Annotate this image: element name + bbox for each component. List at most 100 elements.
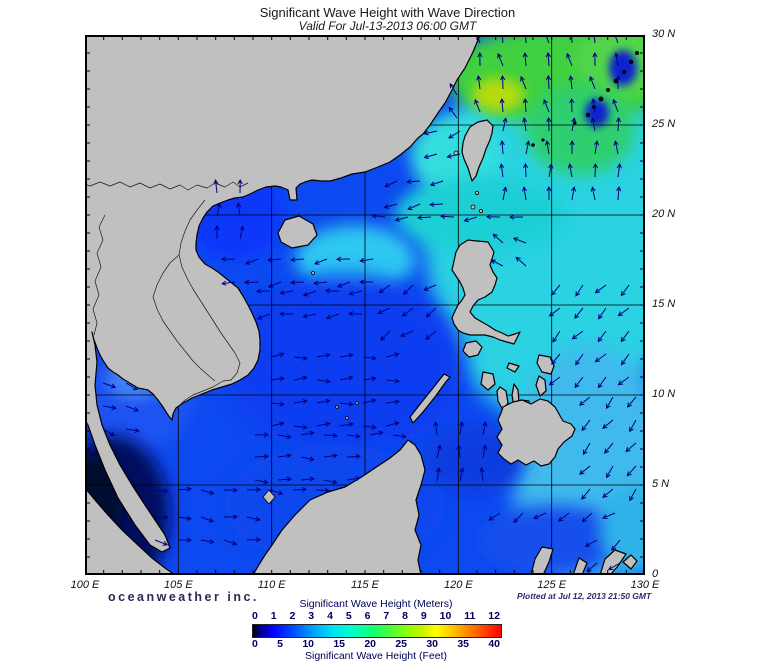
mindoro-island (462, 340, 483, 358)
arrows-taiwan-strait (423, 130, 461, 159)
degree-tick-marks (85, 35, 645, 575)
map-frame (85, 35, 645, 575)
feet-tick-0: 0 (252, 638, 258, 650)
meters-tick-11: 11 (464, 610, 476, 622)
valid-time-subtitle: Valid For Jul-13-2013 06:00 GMT (298, 19, 477, 33)
arrows-sulu-sea (433, 421, 488, 482)
lon-label-100e: 100 E (70, 579, 100, 591)
arrows-east-of-taiwan (499, 116, 622, 201)
arrows-gulf-of-tonkin (213, 178, 245, 240)
meters-tick-3: 3 (308, 610, 315, 622)
page-title: Significant Wave Height with Wave Direct… (259, 5, 516, 20)
wave-height-colorbar (252, 624, 502, 638)
arrows-south-scs-b (254, 453, 362, 485)
arrows-karimata-b (154, 514, 262, 546)
meters-tick-4: 4 (327, 610, 333, 622)
meters-tick-12: 12 (488, 610, 500, 622)
wavefield-celebes-east-cyan (600, 485, 645, 575)
panay-island (480, 371, 496, 391)
mainland-asia (85, 35, 481, 553)
sulawesi-arm-ne (599, 549, 627, 575)
natuna-island (262, 489, 276, 505)
oceanweather-brand: oceanweather inc. (108, 590, 259, 604)
borneo-island (252, 439, 426, 575)
lat-label-30n: 30 N (652, 28, 676, 40)
meters-tick-5: 5 (345, 610, 352, 622)
meters-tick-2: 2 (289, 610, 296, 622)
legend-title-meters: Significant Wave Height (Meters) (299, 598, 453, 610)
arrows-central-scs (270, 352, 400, 430)
arrows-east-of-sulawesi (584, 539, 621, 573)
lat-label-10n: 10 N (652, 388, 676, 400)
arrows-taiwan-strait-south (383, 179, 444, 211)
samar-island (536, 354, 555, 375)
meters-tick-8: 8 (402, 610, 408, 622)
meters-tick-9: 9 (420, 610, 427, 622)
lat-label-25n: 25 N (652, 118, 676, 130)
babuyan-island (470, 204, 476, 210)
spratly-island-3 (355, 401, 359, 405)
map-canvas (85, 35, 645, 575)
wavefield-ryukyu-shelter-south (585, 99, 609, 127)
babuyan-island-2 (478, 208, 483, 213)
lat-label-15n: 15 N (652, 298, 676, 310)
spratly-island-2 (345, 416, 349, 420)
batanes-island (474, 190, 479, 195)
mindanao-island (496, 398, 576, 467)
feet-tick-30: 30 (426, 638, 438, 650)
lon-label-105e: 105 E (163, 579, 193, 591)
arrows-fujian-coastal (448, 82, 458, 119)
lon-label-125e: 125 E (537, 579, 567, 591)
lon-label-120e: 120 E (443, 579, 473, 591)
border-vietnam-laos (178, 199, 241, 382)
lon-label-110e: 110 E (257, 579, 286, 591)
sumatra-island (85, 487, 176, 575)
feet-tick-35: 35 (457, 638, 469, 650)
arrows-east-of-north-luzon (490, 233, 527, 267)
taiwan-island (461, 119, 494, 182)
meters-tick-0: 0 (252, 610, 258, 622)
arrows-off-central-vietnam (255, 288, 363, 320)
palawan-island (409, 373, 451, 424)
arrows-karimata-a (154, 486, 331, 496)
leyte-island (535, 375, 547, 397)
arrows-south-scs-a (254, 430, 407, 440)
feet-tick-40: 40 (488, 638, 500, 650)
spratly-island (335, 405, 339, 409)
sulawesi-arm-west (530, 546, 554, 575)
feet-tick-10: 10 (302, 638, 314, 650)
arrows-east-of-mindanao (578, 396, 637, 502)
feet-tick-15: 15 (333, 638, 345, 650)
meters-tick-1: 1 (270, 610, 277, 622)
paracel-island (311, 271, 315, 275)
arrows-west-of-luzon (377, 284, 437, 341)
feet-tick-5: 5 (277, 638, 283, 650)
border-china-vietnam (85, 181, 249, 191)
lat-label-20n: 20 N (652, 208, 676, 220)
lat-label-0: 0 (652, 568, 659, 580)
wavefield-ryukyu-shelter-north (609, 50, 637, 86)
wavefield-south-china-sea-mid-blue (225, 275, 465, 455)
arrows-south-of-hainan (220, 256, 374, 288)
small-islands (262, 150, 483, 505)
lon-label-130e: 130 E (630, 579, 660, 591)
plotted-timestamp: Plotted at Jul 12, 2013 21:50 GMT (517, 591, 652, 601)
meters-tick-10: 10 (439, 610, 452, 622)
meters-tick-7: 7 (383, 610, 390, 622)
landmasses (85, 35, 639, 575)
border-cambodia-vietnam (180, 380, 224, 405)
meters-tick-6: 6 (364, 610, 371, 622)
arrows-luzon-strait (371, 213, 524, 223)
border-laos-thailand (152, 254, 216, 382)
wavefield-fujian-coast-yellowgreen-peak (472, 78, 524, 112)
luzon-island (451, 239, 521, 345)
feet-tick-25: 25 (395, 638, 407, 650)
hainan-island (277, 215, 318, 249)
lon-label-115e: 115 E (351, 579, 379, 591)
arrows-celebes-sea (488, 512, 616, 524)
feet-tick-20: 20 (364, 638, 376, 650)
arrows-philippine-sea (548, 284, 630, 389)
legend-title-feet: Significant Wave Height (Feet) (304, 650, 447, 662)
masbate-island (506, 362, 520, 373)
